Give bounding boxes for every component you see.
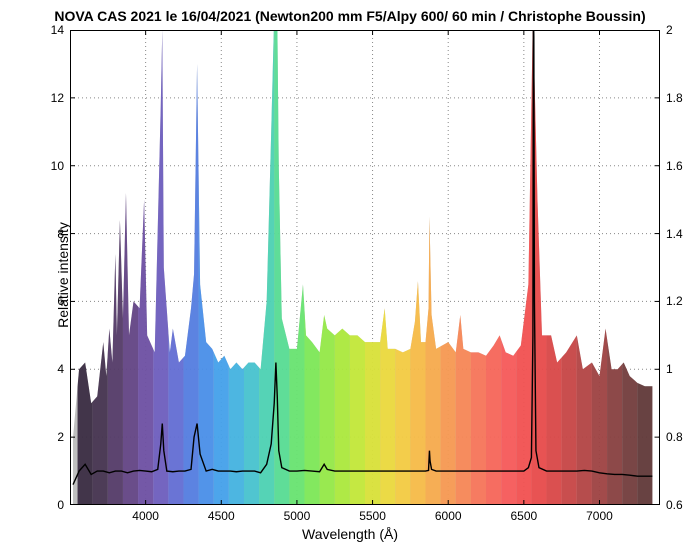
x-tick-label: 5500 [359,505,386,523]
y2-tick-label: 1.8 [660,91,683,105]
y1-tick-label: 10 [51,159,70,173]
y2-tick-label: 1 [660,362,673,376]
x-tick-label: 4500 [208,505,235,523]
y1-tick-label: 8 [57,227,70,241]
x-tick-label: 4000 [132,505,159,523]
y2-tick-label: 2 [660,23,673,37]
y1-tick-label: 0 [57,498,70,512]
y2-tick-label: 1.2 [660,294,683,308]
y2-tick-label: 0.8 [660,430,683,444]
x-axis-label: Wavelength (Å) [0,526,700,542]
x-tick-label: 6000 [435,505,462,523]
y1-tick-label: 4 [57,362,70,376]
x-tick-label: 6500 [510,505,537,523]
y1-tick-label: 12 [51,91,70,105]
y1-tick-label: 6 [57,294,70,308]
chart-container: NOVA CAS 2021 le 16/04/2021 (Newton200 m… [0,0,700,550]
plot-svg [70,30,660,505]
y2-tick-label: 0.6 [660,498,683,512]
y1-tick-label: 2 [57,430,70,444]
plot-area: 4000450050005500600065007000024681012140… [70,30,660,505]
y2-tick-label: 1.6 [660,159,683,173]
chart-title: NOVA CAS 2021 le 16/04/2021 (Newton200 m… [0,8,700,24]
y2-tick-label: 1.4 [660,227,683,241]
y1-tick-label: 14 [51,23,70,37]
x-tick-label: 7000 [586,505,613,523]
x-tick-label: 5000 [284,505,311,523]
